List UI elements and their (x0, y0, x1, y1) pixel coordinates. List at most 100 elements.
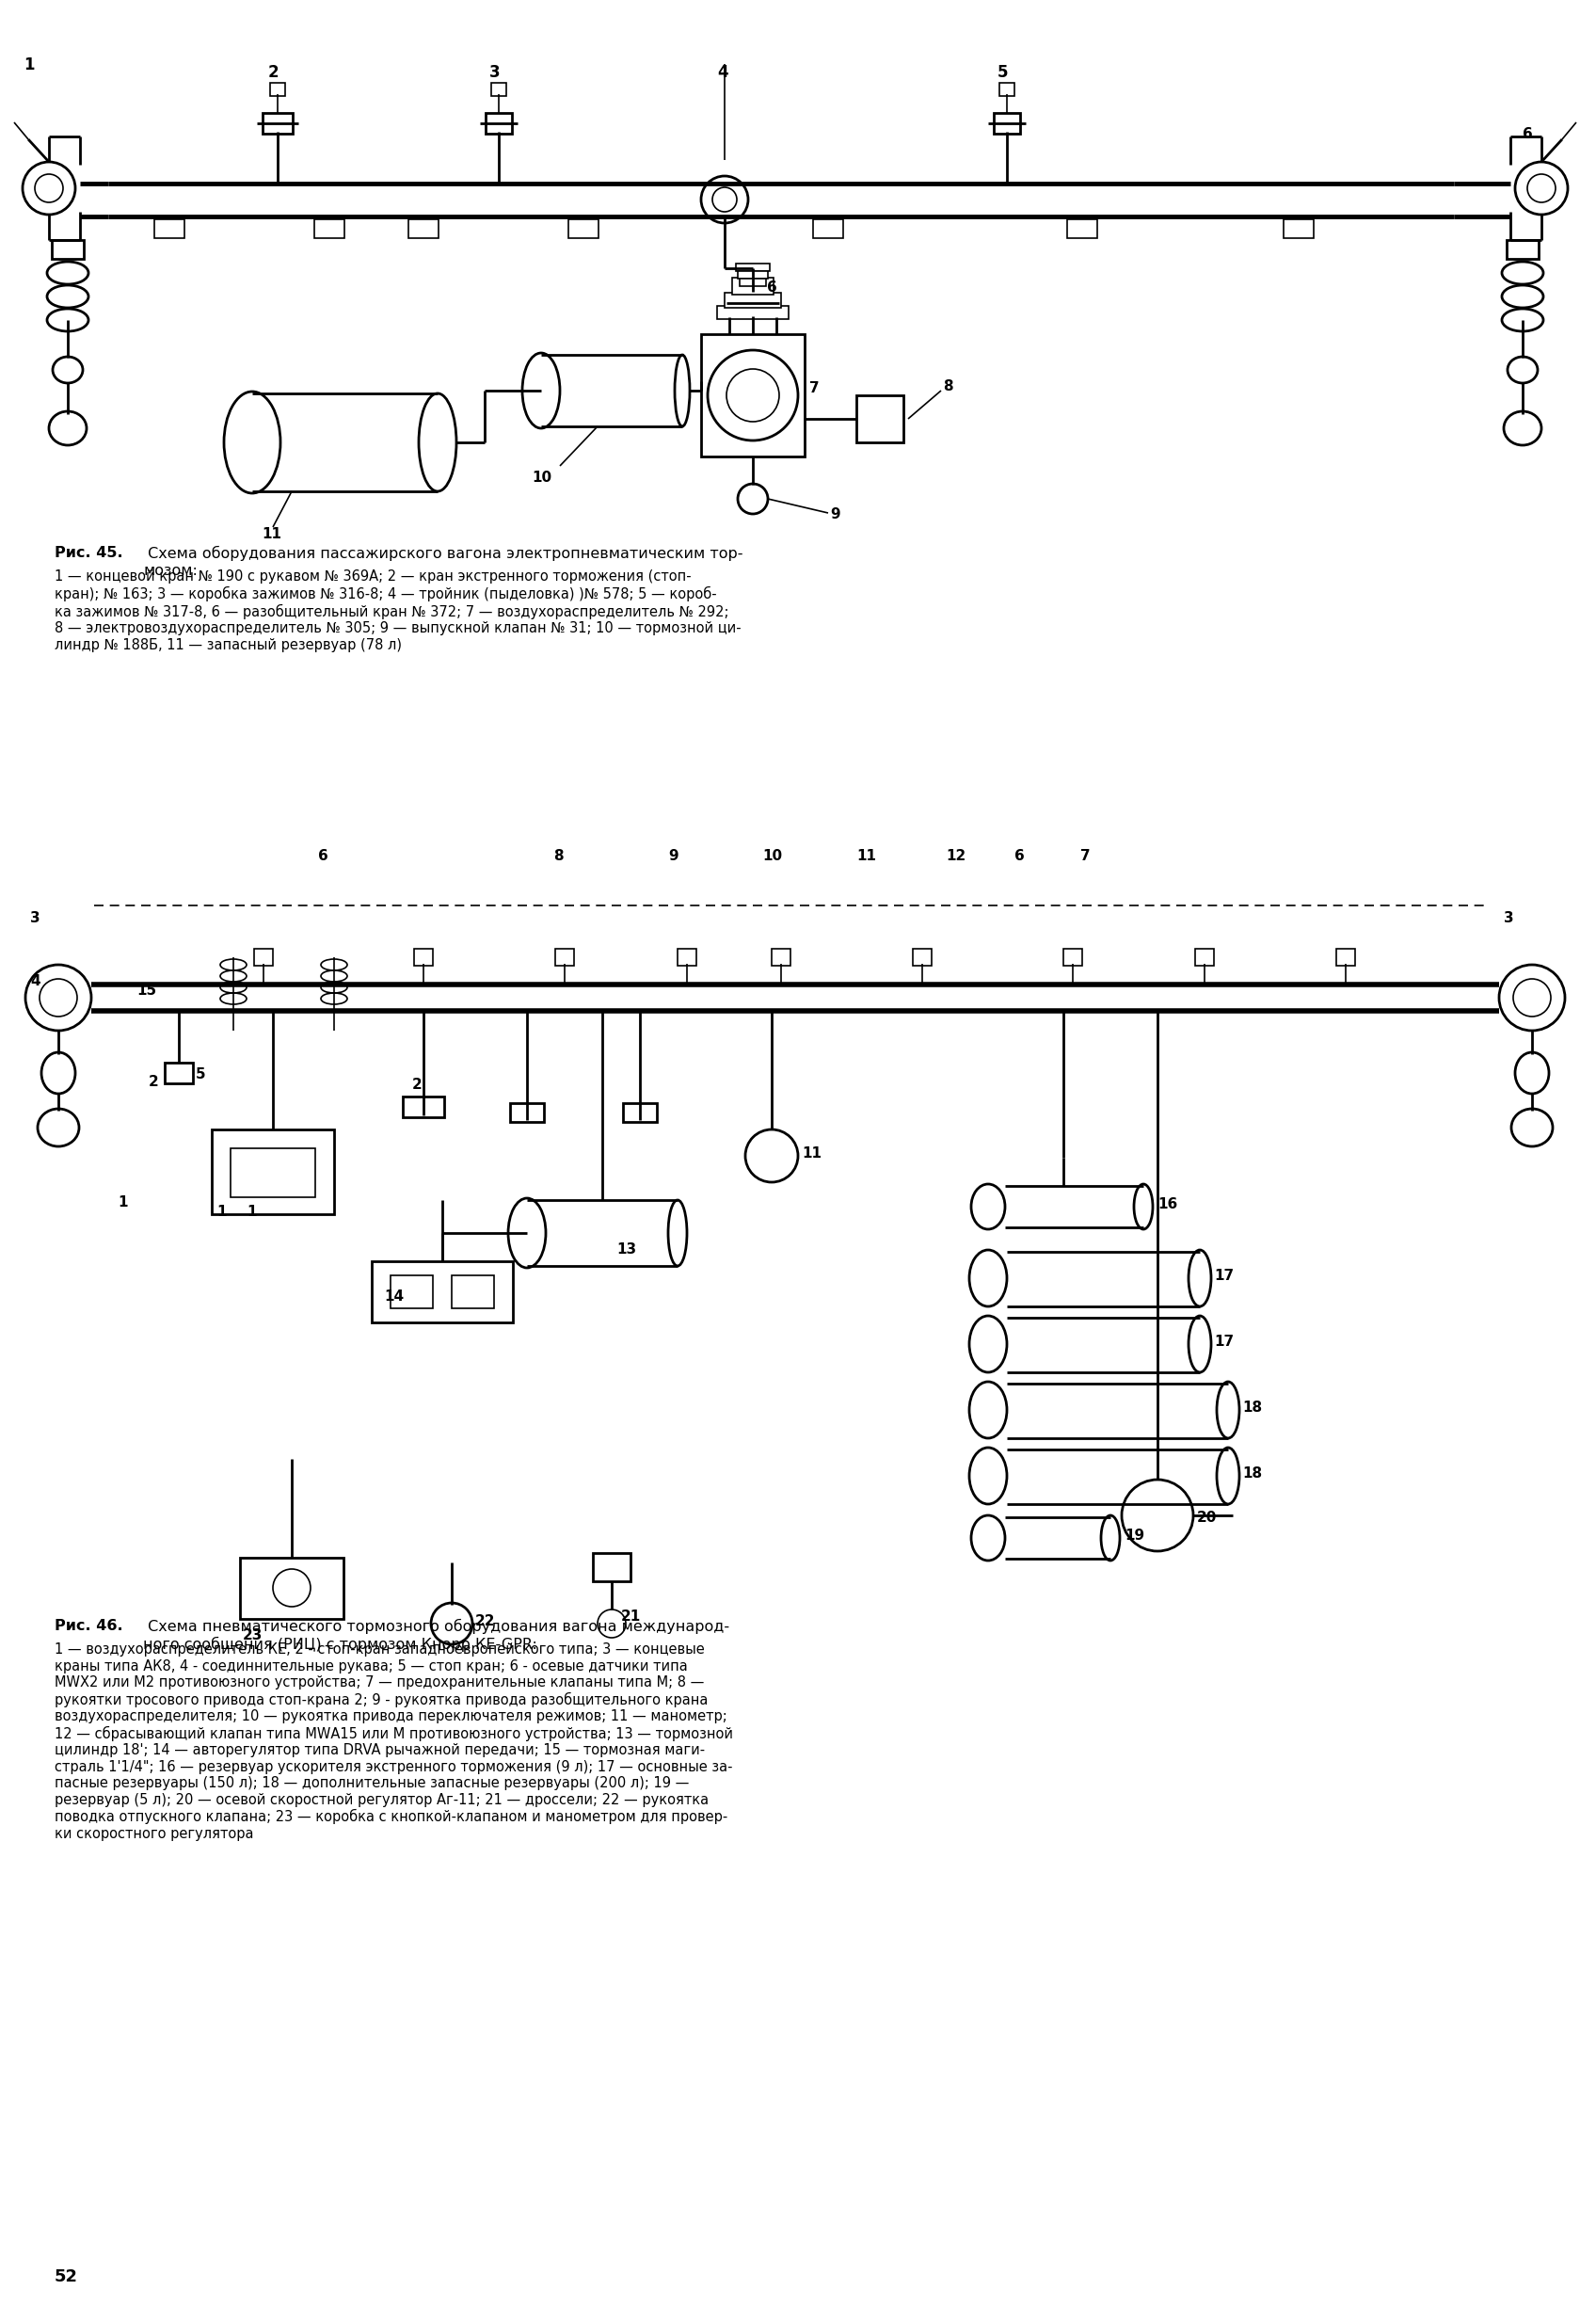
Text: 5: 5 (998, 65, 1009, 81)
Ellipse shape (38, 1110, 80, 1147)
Bar (1336, 950, 1355, 966)
Ellipse shape (970, 1516, 1005, 1560)
Text: 1 — концевой кран № 190 с рукавом № 369А; 2 — кран экстренного торможения (стоп-: 1 — концевой кран № 190 с рукавом № 369А… (54, 569, 741, 652)
Ellipse shape (1515, 1052, 1550, 1094)
Text: 11: 11 (801, 1147, 822, 1161)
Text: 1: 1 (118, 1196, 128, 1210)
Ellipse shape (1189, 1317, 1211, 1372)
Ellipse shape (669, 1200, 686, 1265)
Ellipse shape (1503, 411, 1542, 446)
Bar (701, 334, 804, 457)
Text: 2: 2 (412, 1077, 423, 1091)
Bar (678, 950, 696, 966)
Text: 2: 2 (148, 1075, 158, 1089)
Ellipse shape (969, 1249, 1007, 1307)
Ellipse shape (1216, 1447, 1240, 1505)
Text: Схема оборудования пассажирского вагона электропневматическим тор-
мозом:: Схема оборудования пассажирского вагона … (144, 546, 744, 578)
Ellipse shape (1216, 1382, 1240, 1437)
Bar (734, 290, 771, 316)
Bar (592, 1553, 630, 1581)
Bar (733, 279, 774, 295)
Text: 18: 18 (1242, 1400, 1262, 1414)
Bar (212, 1128, 334, 1214)
Bar (568, 218, 598, 239)
Text: 12: 12 (946, 850, 966, 864)
Text: 17: 17 (1215, 1335, 1234, 1349)
Circle shape (737, 483, 768, 513)
Ellipse shape (970, 1184, 1005, 1228)
Bar (511, 1103, 544, 1122)
Text: 6: 6 (1523, 128, 1532, 142)
Circle shape (597, 1609, 626, 1637)
Circle shape (431, 1602, 472, 1644)
Bar (413, 950, 433, 966)
Circle shape (22, 163, 75, 214)
Ellipse shape (675, 355, 689, 427)
Ellipse shape (969, 1382, 1007, 1437)
Text: 11: 11 (262, 527, 281, 541)
Text: 1: 1 (217, 1205, 227, 1219)
Bar (739, 279, 766, 286)
Text: 14: 14 (385, 1289, 404, 1303)
Bar (999, 84, 1015, 95)
Ellipse shape (46, 262, 88, 283)
Bar (409, 218, 439, 239)
Text: 23: 23 (243, 1628, 263, 1642)
Ellipse shape (1502, 262, 1543, 283)
Bar (736, 262, 769, 272)
Text: Схема пневматического тормозного оборудования вагона международ-
ного сообщения : Схема пневматического тормозного оборудо… (144, 1618, 729, 1651)
Bar (812, 218, 843, 239)
Ellipse shape (1511, 1110, 1553, 1147)
Text: 8: 8 (554, 850, 563, 864)
Circle shape (1515, 163, 1567, 214)
Text: 10: 10 (763, 850, 782, 864)
Text: 3: 3 (30, 910, 40, 924)
Ellipse shape (53, 358, 83, 383)
Text: 16: 16 (1157, 1198, 1178, 1212)
Bar (254, 950, 273, 966)
Text: 19: 19 (1125, 1528, 1144, 1542)
Ellipse shape (46, 309, 88, 332)
Circle shape (701, 176, 749, 223)
Text: 1: 1 (24, 56, 35, 74)
Bar (164, 1063, 193, 1084)
Text: 7: 7 (1080, 850, 1090, 864)
Text: 17: 17 (1215, 1268, 1234, 1282)
Text: 15: 15 (136, 985, 156, 998)
Text: 8: 8 (943, 378, 953, 392)
Bar (452, 1275, 495, 1307)
Text: 1: 1 (246, 1205, 257, 1219)
Text: 20: 20 (1197, 1512, 1218, 1526)
Ellipse shape (1133, 1184, 1152, 1228)
Text: 4: 4 (717, 65, 728, 81)
Text: 1 — воздухораспределитель КЕ, 2 - стоп-кран западноевропейского типа; 3 — концев: 1 — воздухораспределитель КЕ, 2 - стоп-к… (54, 1642, 733, 1841)
Bar (270, 84, 286, 95)
Circle shape (707, 351, 798, 441)
Text: 6: 6 (1015, 850, 1025, 864)
Text: Рис. 45.: Рис. 45. (54, 546, 123, 560)
Text: 13: 13 (616, 1242, 637, 1256)
Ellipse shape (41, 1052, 75, 1094)
Ellipse shape (49, 411, 86, 446)
Ellipse shape (969, 1317, 1007, 1372)
Text: 9: 9 (669, 850, 678, 864)
Bar (622, 1103, 658, 1122)
Ellipse shape (969, 1447, 1007, 1505)
Bar (1195, 950, 1215, 966)
Circle shape (273, 1570, 311, 1607)
Ellipse shape (1101, 1516, 1120, 1560)
Bar (485, 114, 512, 135)
Ellipse shape (46, 286, 88, 309)
Bar (737, 272, 768, 279)
Text: 10: 10 (531, 471, 552, 485)
Text: Рис. 46.: Рис. 46. (54, 1618, 123, 1632)
Bar (1283, 218, 1314, 239)
Text: 6: 6 (318, 850, 329, 864)
Text: 7: 7 (809, 381, 819, 395)
Ellipse shape (1508, 358, 1537, 383)
Text: 9: 9 (830, 506, 839, 522)
Bar (51, 239, 83, 258)
Text: 52: 52 (54, 2269, 78, 2285)
Bar (1063, 950, 1082, 966)
Bar (555, 950, 575, 966)
